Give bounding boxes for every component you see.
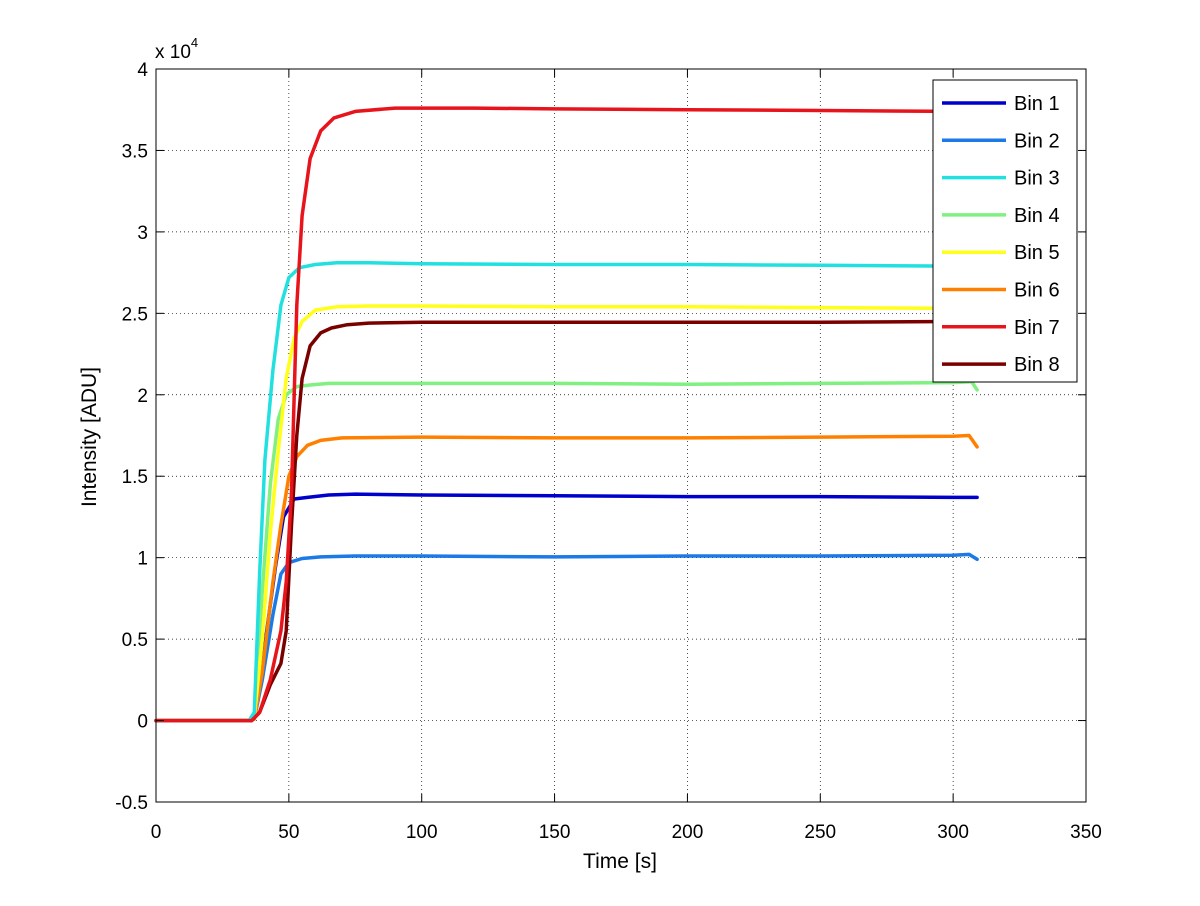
y-axis-label: Intensity [ADU]: [78, 367, 101, 507]
x-tick-label: 200: [672, 822, 704, 843]
y-tick-label: 0: [137, 712, 148, 733]
series-line-6: [154, 433, 979, 723]
y-tick-label: -0.5: [115, 793, 148, 814]
y-tick-label: 0.5: [122, 630, 148, 651]
x-tick-label: 100: [406, 822, 438, 843]
legend-entry: Bin 8: [942, 354, 1060, 376]
x-tick-label: 50: [278, 822, 299, 843]
legend-entry: Bin 7: [942, 317, 1060, 339]
series-line-7: [154, 106, 955, 723]
legend-box: [932, 79, 1078, 383]
legend-entry: Bin 3: [942, 168, 1060, 190]
series-line-5: [154, 304, 955, 723]
legend-label: Bin 4: [1014, 205, 1060, 227]
y-tick-label: 1: [137, 549, 148, 570]
x-tick-label: 250: [804, 822, 836, 843]
series-layer: [154, 106, 979, 723]
legend-entry: Bin 2: [942, 130, 1060, 152]
legend-label: Bin 5: [1014, 242, 1060, 264]
y-tick-label: 4: [137, 60, 148, 81]
x-tick-labels: 0 50 100 150 200 250 300 350: [151, 822, 1102, 843]
axes-box: [155, 68, 1087, 803]
x-axis-label: Time [s]: [583, 850, 657, 873]
x-tick-label: 350: [1070, 822, 1102, 843]
y-tick-label: 1.5: [122, 467, 148, 488]
legend-label: Bin 7: [1014, 317, 1060, 339]
y-tick-label: 3.5: [122, 141, 148, 162]
y-multiplier: x 104: [155, 35, 198, 63]
y-tick-label: 3: [137, 223, 148, 244]
y-multiplier-base: x 10: [155, 42, 191, 63]
x-tick-label: 300: [937, 822, 969, 843]
legend-entry: Bin 6: [942, 280, 1060, 302]
y-tick-labels: -0.5 0 0.5 1 1.5 2 2.5 3 3.5 4: [115, 60, 148, 814]
series-line-4: [154, 379, 979, 723]
legend-label: Bin 6: [1014, 280, 1060, 302]
legend-entry: Bin 4: [942, 205, 1060, 227]
legend-entry: Bin 1: [942, 93, 1060, 115]
y-tick-label: 2.5: [122, 304, 148, 325]
x-tick-label: 150: [539, 822, 571, 843]
ticks: [155, 68, 1087, 803]
legend-entry: Bin 5: [942, 242, 1060, 264]
x-tick-label: 0: [151, 822, 162, 843]
legend-label: Bin 2: [1014, 130, 1060, 152]
y-tick-label: 2: [137, 386, 148, 407]
y-multiplier-exponent: 4: [191, 35, 198, 50]
legend-label: Bin 1: [1014, 93, 1060, 115]
legend-label: Bin 8: [1014, 354, 1060, 376]
legend: Bin 1 Bin 2 Bin 3 Bin 4 Bin 5 Bin 6 Bin 7 Bin 8: [932, 79, 1078, 383]
legend-label: Bin 3: [1014, 168, 1060, 190]
